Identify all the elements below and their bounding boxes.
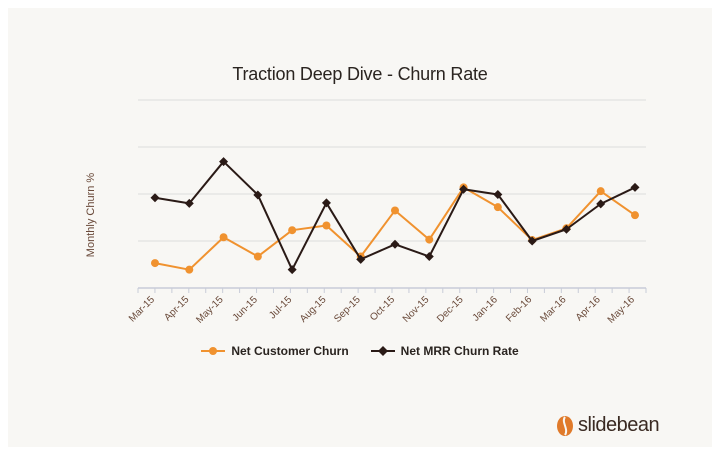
brand-logo: slidebean — [556, 414, 660, 437]
x-tick-label: May-16 — [606, 294, 638, 326]
data-point-circle — [493, 203, 502, 212]
data-point-diamond — [493, 189, 503, 199]
data-point-diamond — [356, 254, 366, 264]
data-point-diamond — [561, 224, 571, 234]
slide-background — [8, 8, 712, 447]
chart-gridlines — [138, 99, 646, 242]
x-tick-label: Nov-15 — [401, 294, 432, 325]
data-point-diamond — [150, 193, 160, 203]
legend-item-mrr-churn: Net MRR Churn Rate — [370, 344, 519, 358]
data-point-diamond — [321, 198, 331, 208]
x-tick-label: Mar-15 — [127, 294, 157, 324]
legend-item-customer-churn: Net Customer Churn — [201, 344, 349, 358]
data-point-circle — [185, 265, 194, 274]
data-point-circle — [631, 211, 639, 220]
data-point-circle — [391, 206, 399, 215]
x-tick-label: May-15 — [194, 294, 226, 326]
x-tick-label: Feb-16 — [504, 294, 534, 324]
x-tick-label: Jul-15 — [267, 294, 294, 321]
data-point-diamond — [596, 199, 606, 209]
legend-label: Net Customer Churn — [231, 344, 349, 358]
data-point-diamond — [630, 182, 640, 192]
x-tick-label: Jan-16 — [471, 294, 501, 324]
data-point-circle — [288, 226, 297, 235]
data-point-diamond — [424, 252, 434, 262]
bean-icon — [557, 415, 573, 436]
x-axis: Mar-15 Apr-15 May-15 Jun-15 Jul-15 Aug-15 Sep-… — [127, 287, 647, 326]
data-point-circle — [596, 187, 605, 196]
legend-label: Net MRR Churn Rate — [400, 344, 519, 358]
y-axis-label: Monthly Churn % — [85, 172, 97, 258]
brand-name: slidebean — [578, 414, 660, 436]
data-point-diamond — [287, 265, 297, 275]
data-point-diamond — [184, 198, 194, 208]
series-line — [154, 160, 636, 271]
x-tick-label: Aug-15 — [298, 294, 329, 325]
x-tick-label: Sep-15 — [332, 294, 363, 325]
series-net-mrr-churn-rate — [150, 157, 640, 275]
x-tick-label: Jun-15 — [231, 294, 261, 324]
x-tick-label: Mar-16 — [538, 294, 568, 324]
data-point-diamond — [253, 190, 263, 200]
data-point-diamond — [390, 239, 400, 249]
data-point-circle — [322, 221, 331, 230]
x-tick-label: Apr-16 — [574, 294, 603, 323]
legend-marker-diamond — [370, 346, 395, 356]
data-point-diamond — [527, 236, 537, 246]
x-tick-label: Oct-15 — [368, 294, 397, 323]
data-point-diamond — [219, 157, 229, 167]
chart-legend: Net Customer Churn Net MRR Churn Rate — [0, 344, 720, 358]
x-tick-label: Dec-15 — [435, 294, 466, 325]
data-point-circle — [219, 233, 228, 242]
data-point-circle — [253, 252, 262, 261]
chart-series — [150, 157, 640, 275]
x-tick-label: Apr-15 — [162, 294, 191, 323]
data-point-diamond — [459, 184, 469, 194]
data-point-circle — [425, 235, 434, 244]
chart-title: Traction Deep Dive - Churn Rate — [232, 64, 488, 84]
legend-marker-circle — [201, 347, 226, 355]
data-point-circle — [151, 259, 159, 268]
